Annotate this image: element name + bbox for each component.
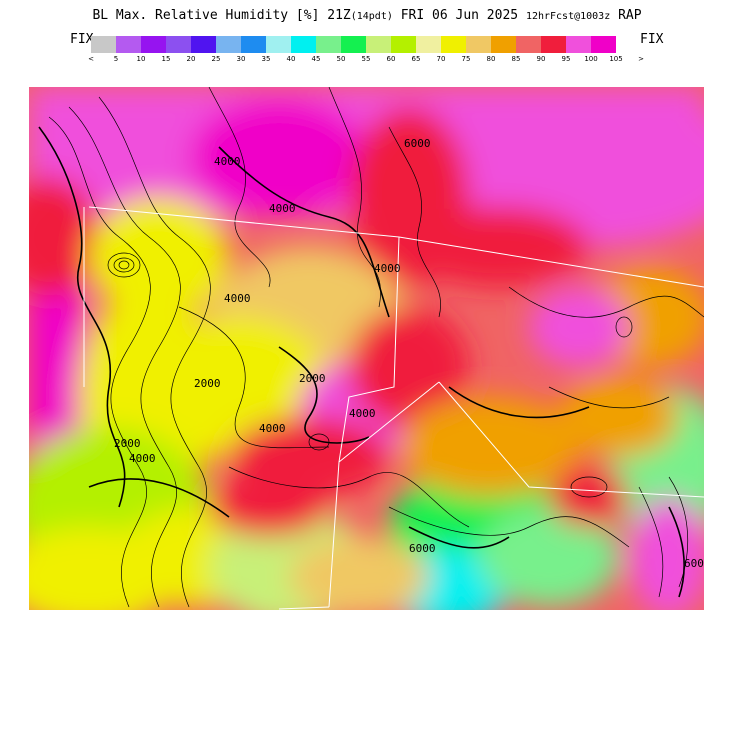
color-swatch [216, 36, 241, 53]
terrain-contours [48, 87, 704, 608]
color-swatch [366, 36, 391, 53]
elevation-contours [38, 126, 685, 598]
color-swatch [566, 36, 591, 53]
color-swatch [441, 36, 466, 53]
title-main: BL Max. Relative Humidity [%] 21Z [92, 8, 351, 23]
title-local-time: (14pdt) [350, 11, 393, 22]
color-scale-tick-label: 70 [436, 55, 446, 63]
state-borders [83, 206, 704, 610]
color-swatch [516, 36, 541, 53]
color-scale-tick-label: 40 [286, 55, 296, 63]
color-swatch [166, 36, 191, 53]
fix-right-label: FIX [640, 32, 664, 47]
contour-label: 4000 [259, 422, 286, 435]
color-scale-tick-label: 105 [609, 55, 623, 63]
humidity-field [29, 87, 704, 610]
color-swatch [241, 36, 266, 53]
contour-label: 6000 [404, 137, 431, 150]
contour-label: 4000 [214, 155, 241, 168]
contour-label: 4000 [374, 262, 401, 275]
color-swatch [141, 36, 166, 53]
color-scale-tick-label: 45 [311, 55, 321, 63]
color-scale-legend [91, 36, 616, 53]
contour-label: 4000 [349, 407, 376, 420]
contour-label: 6000 [409, 542, 436, 555]
color-scale-tick-label: 65 [411, 55, 421, 63]
contour-label-group: 4000 4000 6000 4000 2000 4000 2000 4000 … [114, 137, 704, 570]
color-scale-tick-label: 55 [361, 55, 371, 63]
color-scale-tick-label: 90 [536, 55, 546, 63]
humidity-map: 4000 4000 6000 4000 2000 4000 2000 4000 … [29, 87, 704, 610]
contour-label: 4000 [224, 292, 251, 305]
color-scale-tick-label: 30 [236, 55, 246, 63]
contour-label: 2000 [299, 372, 326, 385]
contour-label: 2000 [194, 377, 221, 390]
title-model: RAP [618, 8, 642, 23]
color-scale-tick-label: 75 [461, 55, 471, 63]
color-scale-tick-label: 80 [486, 55, 496, 63]
color-scale-tick-label: 60 [386, 55, 396, 63]
contour-label: 4000 [269, 202, 296, 215]
color-scale-ticks: <5 10 15 20 25 30 35 40 45 50 55 60 65 70 75 80 85 90 95 10… [78, 55, 654, 67]
color-swatch [191, 36, 216, 53]
title-date: FRI 06 Jun 2025 [400, 8, 519, 23]
color-swatch [416, 36, 441, 53]
color-scale-tick-label: 100 [584, 55, 598, 63]
contour-label: 4000 [129, 452, 156, 465]
color-swatch [391, 36, 416, 53]
color-scale-tick-label: 5 [113, 55, 119, 63]
title-forecast: 12hrFcst@1003z [525, 11, 611, 22]
contour-label: 2000 [114, 437, 141, 450]
color-swatch [591, 36, 616, 53]
color-swatch [116, 36, 141, 53]
color-swatch [466, 36, 491, 53]
color-swatch [491, 36, 516, 53]
color-scale-tick-label: > [638, 55, 644, 63]
map-canvas: 4000 4000 6000 4000 2000 4000 2000 4000 … [29, 87, 704, 610]
color-scale-tick-label: 10 [136, 55, 146, 63]
color-swatch [291, 36, 316, 53]
color-swatch [541, 36, 566, 53]
color-scale-tick-label: 50 [336, 55, 346, 63]
color-scale-tick-label: < [88, 55, 94, 63]
color-scale-tick-label: 15 [161, 55, 171, 63]
color-swatch [316, 36, 341, 53]
color-swatch [266, 36, 291, 53]
fix-left-label: FIX [70, 32, 94, 47]
contour-label: 6000 [684, 557, 704, 570]
color-scale-tick-label: 95 [561, 55, 571, 63]
chart-title: BL Max. Relative Humidity [%] 21Z(14pdt)… [0, 8, 734, 23]
color-scale-tick-label: 20 [186, 55, 196, 63]
color-swatch [91, 36, 116, 53]
color-scale-tick-label: 25 [211, 55, 221, 63]
color-scale-tick-label: 35 [261, 55, 271, 63]
color-scale-tick-label: 85 [511, 55, 521, 63]
color-swatch [341, 36, 366, 53]
